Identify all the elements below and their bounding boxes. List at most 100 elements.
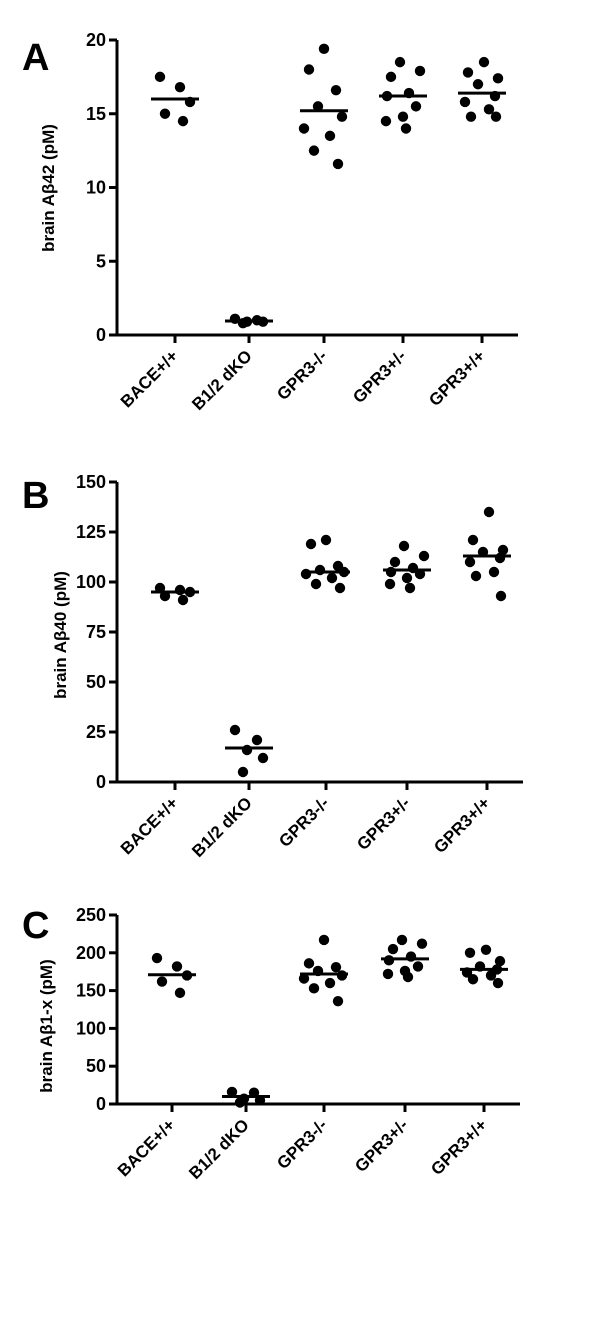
data-point [492,977,504,989]
data-point [464,947,476,958]
x-tick-label: BACE+/+ [117,793,182,858]
panel-letter-b: B [22,475,49,517]
panel-c: C brain Aβ1-x (pM) 0 50 100 150 200 250 BACE+/… [22,905,520,1183]
panel-a: A brain Aβ42 (pM) 0 5 10 15 20 BACE+/+ B1/2 dK… [22,30,518,414]
data-point [159,108,171,119]
data-point [385,566,397,578]
data-point [467,534,479,546]
data-point [385,71,397,83]
data-point [396,934,408,946]
data-point [234,1097,246,1108]
y-tick-label: 50 [86,1056,106,1076]
data-point [394,56,406,68]
y-tick-label: 0 [96,772,106,792]
data-point [464,556,476,568]
y-tick-label: 150 [76,981,106,1001]
y-tick-label: 25 [86,722,106,742]
data-point [404,582,416,594]
data-point [312,101,324,112]
data-point [336,970,348,981]
data-point [478,56,490,68]
data-point [389,556,401,568]
x-tick-label: BACE+/+ [114,1115,179,1180]
y-tick-label: 0 [96,325,106,345]
data-point [418,550,430,562]
data-point [398,540,410,552]
panel-letter-a: A [22,37,49,79]
data-point [495,590,507,602]
data-point [465,111,477,122]
x-tick-label: GPR3+/- [353,793,414,854]
data-point [380,115,392,127]
data-point [494,552,506,564]
data-point [334,582,346,594]
data-point [382,968,394,980]
data-point [237,766,249,778]
data-point [330,84,342,96]
data-point [414,65,426,77]
data-point [401,572,413,584]
x-tick-label: B1/2 dKO [188,793,256,861]
data-point [298,123,310,134]
x-tick-label: B1/2 dKO [185,1115,253,1183]
data-point [314,564,326,576]
y-tick-label: 10 [86,178,106,198]
data-point [174,584,186,596]
y-tick-label: 50 [86,672,106,692]
y-tick-label: 5 [96,251,106,271]
x-tick-label: GPR3+/+ [425,346,489,410]
y-tick-label: 20 [86,30,106,50]
x-tick-label: GPR3-/- [273,346,331,404]
data-point [332,158,344,170]
data-point [336,111,348,122]
x-tick-label: BACE+/+ [117,346,182,411]
plot-area-a: 0 5 10 15 20 BACE+/+ B1/2 dKO GPR3-/- GPR3+/- GPR… [86,30,518,414]
data-point [308,983,320,994]
data-point [497,544,509,556]
x-tick-label: GPR3+/- [351,1115,412,1176]
data-point [177,115,189,127]
data-point [483,506,495,518]
data-point [305,538,317,550]
data-point [174,987,186,999]
data-point [171,961,183,972]
data-point [251,734,263,746]
data-point [320,534,332,546]
data-point [326,572,338,584]
data-point [174,82,186,93]
y-tick-label: 125 [76,522,106,542]
data-point [257,752,269,764]
y-tick-label: 75 [86,622,106,642]
data-point [397,111,409,122]
data-point [308,145,320,156]
data-point [332,995,344,1007]
panel-b: B brain Aβ40 (pM) 0 25 50 75 100 125 150 BACE+/… [22,472,523,861]
data-point [156,976,168,987]
y-axis-label-c: brain Aβ1-x (pM) [37,959,56,1092]
data-point [488,566,500,578]
data-point [300,568,312,580]
data-point [459,96,471,108]
x-tick-label: GPR3+/+ [427,1115,491,1179]
y-tick-label: 0 [96,1094,106,1114]
y-tick-label: 150 [76,472,106,492]
data-point [467,974,479,985]
data-point [177,594,189,606]
data-point [324,130,336,142]
x-tick-label: B1/2 dKO [188,346,256,414]
data-point [151,952,163,964]
data-point [410,101,422,112]
data-point [480,944,492,955]
data-point [154,71,166,83]
x-tick-label: GPR3-/- [273,1115,331,1173]
data-point [241,744,253,756]
y-tick-label: 15 [86,104,106,124]
data-point [494,955,506,967]
data-point [383,955,395,966]
y-tick-label: 200 [76,943,106,963]
y-tick-label: 250 [76,905,106,925]
data-point [303,958,315,969]
data-point [226,1086,238,1098]
data-point [318,43,330,55]
